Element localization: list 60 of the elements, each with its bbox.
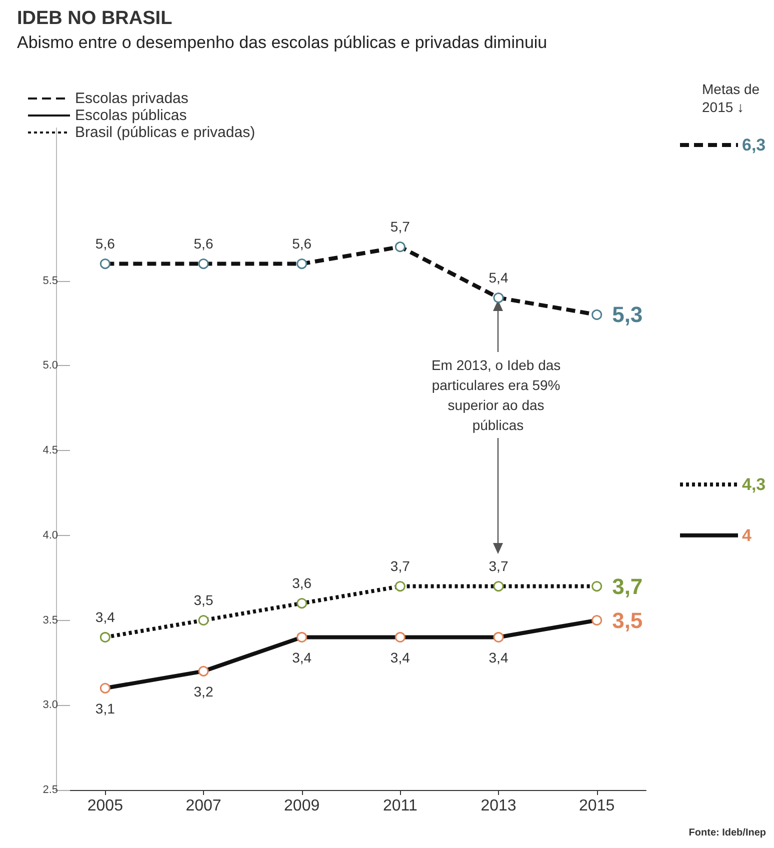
data-label: 3,4 bbox=[95, 608, 116, 625]
data-label: 5,6 bbox=[95, 236, 116, 252]
data-label: 5,7 bbox=[390, 218, 410, 235]
ref-line-label: 4,3 bbox=[742, 474, 766, 494]
legend-label: Brasil (públicas e privadas) bbox=[75, 124, 256, 141]
x-tick-label: 2007 bbox=[186, 798, 222, 814]
data-label: 3,2 bbox=[194, 683, 214, 700]
x-tick-label: 2011 bbox=[382, 798, 418, 814]
point bbox=[198, 615, 209, 626]
point bbox=[592, 581, 602, 592]
data-label: 3,5 bbox=[194, 592, 214, 608]
chart-subtitle: Abismo entre o desempenho das escolas públicas e privadas diminuiu bbox=[17, 33, 548, 52]
y-tick-label: 3.0 bbox=[42, 699, 58, 712]
text: Metas de 2015 ↓ bbox=[702, 81, 764, 115]
data-label: 5,6 bbox=[194, 236, 214, 252]
data-label: 3,6 bbox=[292, 575, 312, 592]
point bbox=[296, 598, 308, 609]
legend-label: Escolas públicas bbox=[75, 107, 187, 124]
y-tick-label: 5.0 bbox=[42, 360, 58, 372]
point bbox=[592, 615, 602, 626]
point bbox=[100, 632, 110, 642]
point bbox=[198, 666, 209, 676]
point bbox=[394, 581, 406, 592]
data-label: 3,1 bbox=[95, 700, 116, 716]
source-note: Fonte: Ideb/Inep bbox=[688, 828, 766, 838]
point bbox=[100, 258, 110, 270]
point bbox=[198, 258, 209, 270]
y-tick-label: 4.5 bbox=[42, 444, 58, 457]
point bbox=[493, 581, 504, 592]
y-tick-label: 2.5 bbox=[42, 784, 58, 796]
annotation: Em 2013, o Ideb das particulares era 59% superior ao das públicas bbox=[431, 357, 565, 433]
x-tick-label: 2009 bbox=[284, 798, 320, 814]
point bbox=[100, 682, 110, 694]
data-label: 3,7 bbox=[488, 558, 508, 574]
point bbox=[296, 632, 308, 642]
point bbox=[394, 242, 406, 252]
data-label: 5,6 bbox=[292, 236, 312, 252]
x-tick-label: 2013 bbox=[480, 798, 516, 814]
y-tick-label: 4.0 bbox=[42, 529, 58, 542]
data-label: 3,4 bbox=[292, 649, 312, 666]
data-label: 5,3 bbox=[612, 302, 643, 328]
legend-label: Escolas privadas bbox=[75, 90, 188, 107]
ref-line-label: 6,3 bbox=[742, 135, 766, 154]
point bbox=[296, 258, 308, 270]
point bbox=[394, 632, 406, 642]
x-tick-label: 2015 bbox=[579, 798, 615, 814]
point bbox=[493, 292, 504, 303]
x-tick-label: 2005 bbox=[87, 798, 124, 814]
data-label: 3,5 bbox=[612, 608, 643, 633]
y-tick-label: 3.5 bbox=[42, 614, 58, 626]
data-label: 3,7 bbox=[390, 558, 410, 574]
point bbox=[493, 632, 504, 642]
data-label: 5,4 bbox=[488, 269, 508, 286]
data-label: 3,7 bbox=[612, 574, 643, 599]
y-tick-label: 5.5 bbox=[42, 274, 58, 287]
data-label: 3,4 bbox=[488, 649, 508, 666]
chart-title: IDEB NO BRASIL bbox=[17, 8, 173, 29]
data-label: 3,4 bbox=[390, 649, 410, 666]
ref-line-label: 4 bbox=[742, 526, 752, 545]
point bbox=[592, 309, 602, 320]
